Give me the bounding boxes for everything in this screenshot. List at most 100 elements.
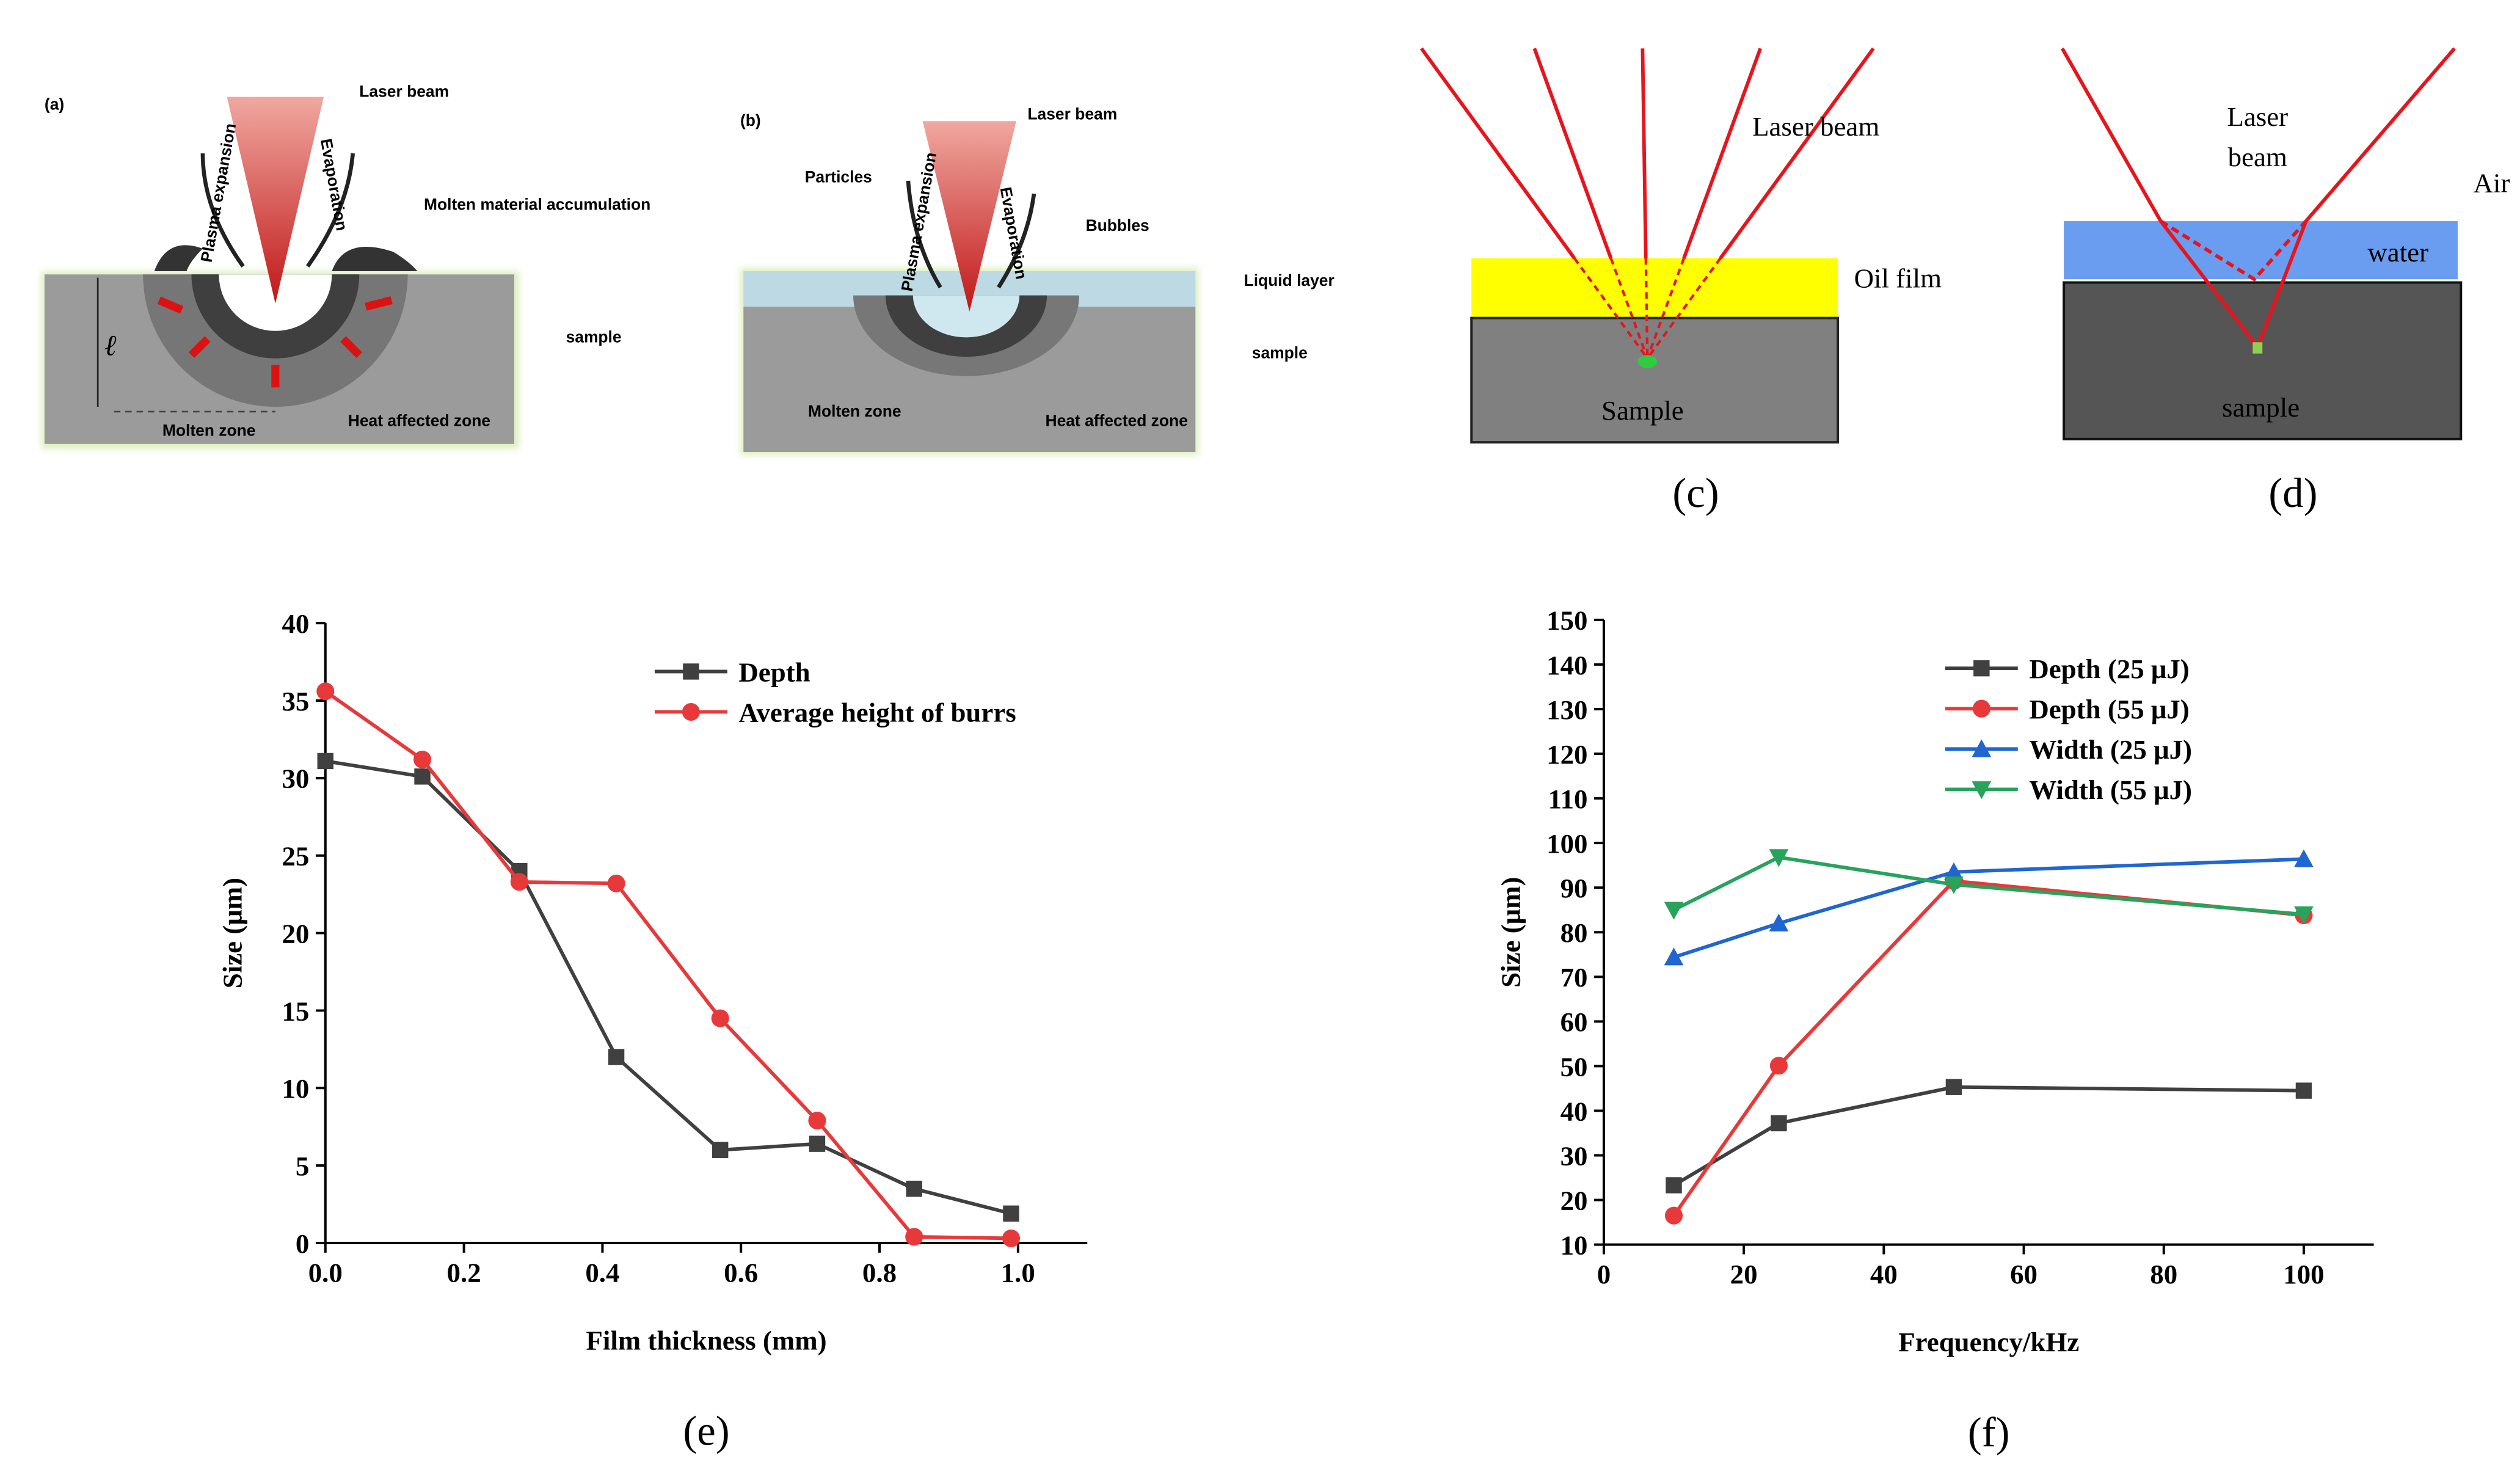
x-tick-label: 100 bbox=[2283, 1259, 2324, 1289]
label: Air bbox=[2474, 168, 2510, 199]
x-tick-label: 1.0 bbox=[1001, 1257, 1035, 1288]
legend-label: Depth (55 μJ) bbox=[2029, 694, 2189, 724]
label: Oil film bbox=[1854, 263, 1942, 293]
y-tick-label: 90 bbox=[1560, 873, 1588, 903]
y-tick-label: 50 bbox=[1560, 1051, 1588, 1082]
y-axis-label: Size (μm) bbox=[1496, 877, 1526, 988]
label: water bbox=[2367, 237, 2428, 268]
marker bbox=[2295, 1082, 2312, 1099]
y-tick-label: 0 bbox=[296, 1228, 309, 1259]
x-tick-label: 0.8 bbox=[862, 1257, 897, 1288]
marker bbox=[316, 682, 335, 701]
label: Liquid layer bbox=[1244, 271, 1335, 290]
sample-block bbox=[1470, 316, 1840, 444]
marker bbox=[1945, 1079, 1962, 1095]
marker bbox=[1769, 913, 1789, 931]
label: Heat affected zone bbox=[348, 412, 490, 430]
label: Laser beam bbox=[1752, 111, 1879, 142]
diagram-a: (a) Laser beam Plasma expansion Evaporat… bbox=[41, 82, 650, 449]
focus bbox=[1637, 355, 1658, 368]
marker bbox=[2294, 906, 2314, 924]
y-tick-label: 10 bbox=[1560, 1230, 1588, 1261]
label: Molten zone bbox=[808, 402, 901, 420]
label: Sample bbox=[1601, 395, 1684, 426]
flow-arrows bbox=[200, 153, 355, 268]
label: sample bbox=[1252, 344, 1308, 362]
marker bbox=[1944, 862, 1964, 880]
y-tick-label: 15 bbox=[282, 996, 309, 1026]
y-tick-label: 60 bbox=[1560, 1007, 1588, 1037]
marker bbox=[414, 768, 431, 785]
label: sample bbox=[566, 327, 622, 346]
marker bbox=[1972, 699, 1990, 718]
y-tick-label: 110 bbox=[1548, 784, 1588, 814]
label: Particles bbox=[805, 168, 872, 186]
marker bbox=[317, 753, 333, 770]
y-tick-label: 70 bbox=[1560, 962, 1588, 993]
oil-film bbox=[1471, 258, 1838, 318]
y-axis-label: Size (μm) bbox=[217, 878, 247, 988]
y-tick-label: 150 bbox=[1546, 605, 1587, 636]
ray-in-film bbox=[1644, 258, 1649, 359]
series-line bbox=[1672, 879, 2304, 1217]
marker bbox=[712, 1142, 729, 1158]
marker bbox=[1664, 1206, 1683, 1225]
laser-rays bbox=[1419, 47, 1875, 359]
x-tick-label: 40 bbox=[1870, 1259, 1898, 1289]
legend-label: Depth (25 μJ) bbox=[2029, 654, 2189, 684]
diagram-c: Laser beam Oil film Sample (c) bbox=[1419, 47, 1942, 516]
focus bbox=[2252, 342, 2263, 354]
crater bbox=[912, 295, 1020, 338]
ray-in-film bbox=[1646, 257, 1722, 359]
y-tick-label: 130 bbox=[1546, 694, 1587, 725]
sample-block bbox=[2063, 281, 2463, 440]
ray bbox=[1532, 48, 1613, 259]
series-line bbox=[324, 690, 1011, 1241]
marker bbox=[906, 1180, 922, 1197]
x-tick-label: 0 bbox=[1597, 1259, 1611, 1289]
marker bbox=[1972, 739, 1992, 757]
marker bbox=[608, 1049, 625, 1065]
x-tick-label: 0.0 bbox=[308, 1257, 343, 1288]
flow-arrows bbox=[906, 180, 1036, 289]
y-tick-label: 80 bbox=[1560, 917, 1588, 948]
label: beam bbox=[2228, 142, 2287, 172]
y-tick-label: 100 bbox=[1546, 828, 1587, 859]
x-axis-label: Frequency/kHz bbox=[1898, 1327, 2079, 1357]
marker bbox=[809, 1135, 826, 1152]
marker bbox=[1002, 1229, 1021, 1247]
label: ℓ bbox=[104, 330, 117, 362]
y-tick-label: 40 bbox=[1560, 1096, 1588, 1126]
x-tick-label: 80 bbox=[2150, 1259, 2177, 1289]
marker bbox=[808, 1112, 826, 1130]
ray bbox=[1719, 47, 1875, 260]
y-tick-label: 20 bbox=[282, 918, 309, 949]
diagram-b: (b) Laser beam Particles Plasma expansio… bbox=[740, 105, 1335, 456]
marker bbox=[1664, 947, 1684, 966]
y-tick-label: 10 bbox=[282, 1073, 309, 1104]
y-tick-label: 25 bbox=[282, 841, 309, 872]
marker bbox=[1944, 876, 1964, 894]
marker bbox=[1972, 781, 1992, 800]
chart: 0.0 0.2 0.4 0.6 0.8 1.0 0 5 10 15 20 25 30 35 40 Film t… bbox=[217, 608, 1088, 1454]
marker bbox=[683, 663, 699, 680]
label: sample bbox=[2222, 392, 2300, 423]
marker bbox=[413, 750, 432, 768]
marker bbox=[510, 873, 528, 891]
marker bbox=[682, 702, 700, 721]
panel-label: (e) bbox=[683, 1407, 729, 1454]
label: Plasma expansion bbox=[197, 122, 240, 264]
marker bbox=[905, 1228, 923, 1246]
diagram-d: Laser beam Air water sample (d) bbox=[2060, 47, 2510, 516]
marker bbox=[711, 1009, 729, 1027]
heat-arrows bbox=[157, 296, 393, 388]
y-tick-label: 40 bbox=[282, 608, 309, 639]
charts: 0.0 0.2 0.4 0.6 0.8 1.0 0 5 10 15 20 25 30 35 40 Film t… bbox=[217, 605, 2374, 1456]
series-line bbox=[1673, 857, 2304, 959]
panel-label: (a) bbox=[45, 95, 64, 114]
x-tick-label: 0.4 bbox=[585, 1257, 619, 1288]
marker bbox=[1769, 1057, 1788, 1075]
y-tick-label: 35 bbox=[282, 686, 309, 716]
legend-label: Depth bbox=[738, 657, 810, 687]
